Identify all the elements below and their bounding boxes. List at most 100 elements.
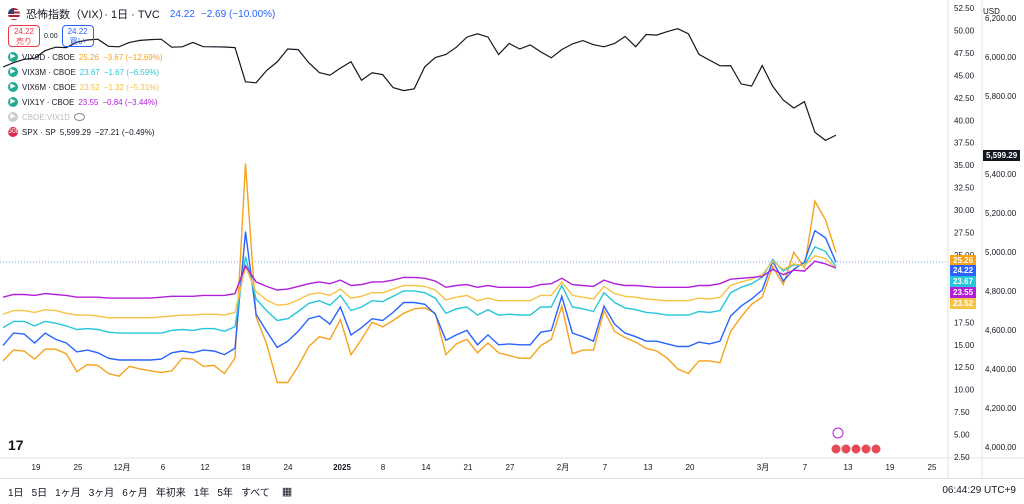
legend-item[interactable]: 500 SPX · SP 5,599.29 −27.21 (−0.49%) bbox=[8, 127, 155, 137]
price-badge: 25.26 bbox=[950, 255, 977, 266]
event-icon[interactable] bbox=[832, 427, 844, 439]
range-button[interactable]: すべて bbox=[240, 488, 270, 499]
x-tick-label: 2025 bbox=[333, 463, 351, 472]
y-tick-label: 12.50 bbox=[954, 363, 975, 372]
x-tick-label: 12 bbox=[201, 463, 210, 472]
legend-change: −1.32 (−5.31%) bbox=[103, 82, 159, 92]
legend-change: −0.84 (−3.44%) bbox=[102, 97, 158, 107]
y-tick-label: 35.00 bbox=[954, 161, 975, 170]
economic-event-icon[interactable] bbox=[860, 443, 872, 455]
x-tick-label: 6 bbox=[161, 463, 166, 472]
legend-change: −3.67 (−12.69%) bbox=[102, 52, 163, 62]
trade-box: 24.22 売り 0.00 24.22 買い bbox=[8, 25, 94, 47]
series-line[interactable] bbox=[2, 255, 837, 319]
calendar-icon[interactable]: ▦ bbox=[281, 486, 293, 498]
us-flag-icon bbox=[8, 8, 20, 20]
y2-tick-label: 6,000.00 bbox=[985, 53, 1017, 62]
play-icon: ▶ bbox=[8, 112, 18, 122]
x-tick-label: 19 bbox=[32, 463, 41, 472]
y2-tick-label: 4,600.00 bbox=[985, 326, 1017, 335]
symbol-title[interactable]: 恐怖指数（VIX）· 1日 · TVC bbox=[26, 9, 160, 21]
series-line[interactable] bbox=[2, 246, 837, 334]
x-tick-label: 3月 bbox=[757, 463, 769, 472]
legend-value: 23.52 bbox=[79, 82, 100, 92]
legend-item[interactable]: ▶ CBOE:VIX1D bbox=[8, 112, 86, 122]
legend-item[interactable]: ▶ VIX1Y · CBOE 23.55 −0.84 (−3.44%) bbox=[8, 97, 158, 107]
y2-tick-label: 5,800.00 bbox=[985, 92, 1017, 101]
y2-tick-label: 4,800.00 bbox=[985, 287, 1017, 296]
economic-event-icon[interactable] bbox=[850, 443, 862, 455]
x-tick-label: 25 bbox=[928, 463, 937, 472]
y-tick-label: 45.00 bbox=[954, 71, 975, 80]
y2-tick-label: 4,000.00 bbox=[985, 443, 1017, 452]
buy-label: 買い bbox=[69, 37, 86, 46]
y-tick-label: 37.50 bbox=[954, 139, 975, 148]
y2-tick-label: 6,200.00 bbox=[985, 14, 1017, 23]
economic-event-icon[interactable] bbox=[870, 443, 882, 455]
y-tick-label: 15.00 bbox=[954, 341, 975, 350]
range-button[interactable]: 1ヶ月 bbox=[55, 488, 81, 499]
legend-value: 25.26 bbox=[78, 52, 99, 62]
play-icon: ▶ bbox=[8, 67, 18, 77]
bottom-toolbar: 1日 5日 1ヶ月 3ヶ月 6ヶ月 年初来 1年 5年 すべて ▦ 06:44:29 UTC+9 bbox=[0, 478, 1024, 504]
currency-button[interactable]: USD bbox=[983, 7, 1000, 16]
range-button[interactable]: 1日 bbox=[8, 488, 24, 499]
series-line[interactable] bbox=[2, 163, 837, 384]
header-change: −2.69 (−10.00%) bbox=[200, 8, 276, 20]
range-button[interactable]: 年初来 bbox=[155, 488, 186, 499]
legend-name: CBOE:VIX1D bbox=[22, 112, 71, 122]
tradingview-logo-icon[interactable]: 17 bbox=[8, 437, 24, 453]
x-tick-label: 21 bbox=[464, 463, 473, 472]
x-tick-label: 25 bbox=[74, 463, 83, 472]
range-button[interactable]: 5年 bbox=[217, 488, 233, 499]
x-tick-label: 13 bbox=[844, 463, 853, 472]
y-tick-label: 40.00 bbox=[954, 116, 975, 125]
eye-icon[interactable] bbox=[74, 113, 86, 121]
y-tick-label: 52.50 bbox=[954, 4, 975, 13]
range-button[interactable]: 6ヶ月 bbox=[122, 488, 148, 499]
x-tick-label: 19 bbox=[886, 463, 895, 472]
y-tick-label: 5.00 bbox=[954, 431, 970, 440]
x-tick-label: 24 bbox=[284, 463, 293, 472]
legend-item[interactable]: ▶ VIX9D · CBOE 25.26 −3.67 (−12.69%) bbox=[8, 52, 163, 62]
y-tick-label: 27.50 bbox=[954, 229, 975, 238]
economic-event-icon[interactable] bbox=[840, 443, 852, 455]
clock: 06:44:29 UTC+9 bbox=[942, 485, 1016, 496]
range-button[interactable]: 1年 bbox=[193, 488, 210, 499]
y2-tick-label: 4,400.00 bbox=[985, 365, 1017, 374]
y-tick-label: 17.50 bbox=[954, 318, 975, 327]
y-tick-label: 10.00 bbox=[954, 386, 975, 395]
range-button[interactable]: 5日 bbox=[31, 488, 48, 499]
price-badge: 24.22 bbox=[950, 265, 977, 276]
sell-price: 24.22 bbox=[13, 27, 35, 36]
x-tick-label: 27 bbox=[506, 463, 515, 472]
series-line[interactable] bbox=[2, 260, 837, 299]
legend-item[interactable]: ▶ VIX3M · CBOE 23.67 −1.67 (−6.59%) bbox=[8, 67, 159, 77]
legend-change: −1.67 (−6.59%) bbox=[103, 67, 159, 77]
y2-tick-label: 5,200.00 bbox=[985, 209, 1017, 218]
series-line[interactable] bbox=[2, 229, 837, 361]
price-badge: 23.55 bbox=[950, 287, 977, 298]
y-tick-label: 32.50 bbox=[954, 184, 975, 193]
legend-value: 23.55 bbox=[78, 97, 99, 107]
sp500-icon: 500 bbox=[8, 127, 20, 137]
legend-change: −27.21 (−0.49%) bbox=[94, 127, 155, 137]
x-tick-label: 13 bbox=[644, 463, 653, 472]
economic-event-icon[interactable] bbox=[830, 443, 842, 455]
series-line[interactable] bbox=[2, 28, 837, 142]
x-tick-label: 7 bbox=[603, 463, 608, 472]
legend-name: VIX3M · CBOE bbox=[22, 67, 76, 77]
y-tick-label: 7.50 bbox=[954, 408, 970, 417]
play-icon: ▶ bbox=[8, 97, 18, 107]
range-selector: 1日 5日 1ヶ月 3ヶ月 6ヶ月 年初来 1年 5年 すべて bbox=[8, 484, 278, 499]
y-tick-label: 30.00 bbox=[954, 206, 975, 215]
x-tick-label: 7 bbox=[803, 463, 808, 472]
range-button[interactable]: 3ヶ月 bbox=[88, 488, 115, 499]
legend-item[interactable]: ▶ VIX6M · CBOE 23.52 −1.32 (−5.31%) bbox=[8, 82, 159, 92]
x-tick-label: 2月 bbox=[557, 463, 569, 472]
buy-button[interactable]: 24.22 買い bbox=[61, 25, 94, 47]
sell-button[interactable]: 24.22 売り bbox=[8, 25, 40, 47]
y2-tick-label: 5,000.00 bbox=[985, 248, 1017, 257]
legend-value: 23.67 bbox=[79, 67, 100, 77]
